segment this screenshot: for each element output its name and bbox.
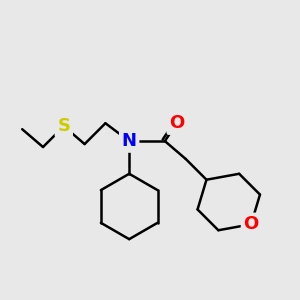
Text: O: O xyxy=(169,114,184,132)
Text: N: N xyxy=(122,132,137,150)
Text: O: O xyxy=(243,215,259,233)
Text: S: S xyxy=(57,117,70,135)
